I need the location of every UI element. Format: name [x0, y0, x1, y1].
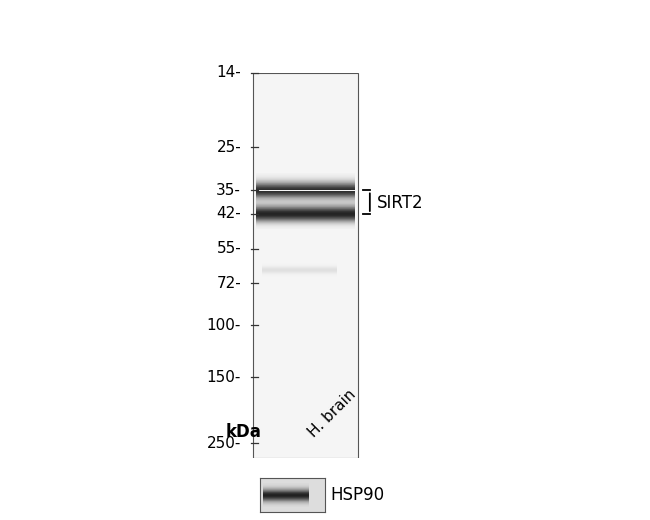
Text: HSP90: HSP90 — [330, 486, 384, 504]
Text: 55-: 55- — [216, 241, 241, 256]
Text: 150-: 150- — [207, 370, 241, 385]
Text: 100-: 100- — [207, 318, 241, 333]
Text: 25-: 25- — [216, 140, 241, 155]
Text: 42-: 42- — [216, 206, 241, 222]
Text: kDa: kDa — [226, 423, 262, 441]
Text: 250-: 250- — [207, 436, 241, 450]
Text: 35-: 35- — [216, 183, 241, 198]
Text: 72-: 72- — [216, 276, 241, 291]
Bar — [253, 73, 358, 458]
Text: SIRT2: SIRT2 — [377, 194, 424, 212]
Text: H. brain: H. brain — [306, 387, 359, 440]
Text: 14-: 14- — [216, 66, 241, 80]
